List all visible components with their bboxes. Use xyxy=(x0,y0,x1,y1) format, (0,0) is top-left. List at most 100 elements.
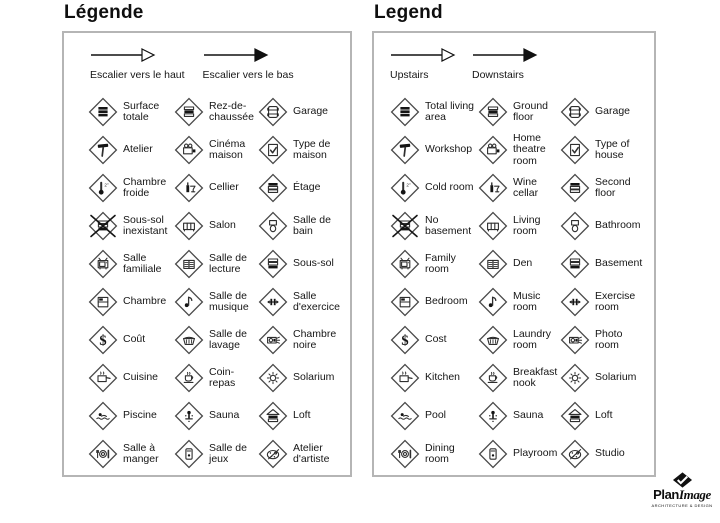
legend-item: Dining room xyxy=(390,439,478,469)
music-room-icon xyxy=(478,287,508,317)
legend-item: Breakfast nook xyxy=(478,363,560,393)
legend-item: Studio xyxy=(560,439,654,469)
logo-word-plan: Plan xyxy=(653,487,679,502)
legend-item-label: Chambre froide xyxy=(123,175,167,199)
no-basement-icon xyxy=(88,211,118,241)
legend-item: Salle familiale xyxy=(88,249,174,279)
stairs-up-arrow-icon xyxy=(390,48,456,67)
living-room-icon xyxy=(174,211,204,241)
logo-tagline: ARCHITECTURE & DESIGN xyxy=(651,503,713,508)
legend-item: Garage xyxy=(560,97,654,127)
legend-item-label: Chambre xyxy=(123,295,167,308)
legend-item: Salle de musique xyxy=(174,287,258,317)
legend-item-label: Home theatre room xyxy=(513,131,546,167)
legend-item: Salle de lecture xyxy=(174,249,258,279)
den-icon xyxy=(174,249,204,279)
legend-item: Salle de jeux xyxy=(174,439,258,469)
legend-item-label: Solarium xyxy=(595,371,637,384)
stairs-up-legend: Escalier vers le haut xyxy=(90,48,185,81)
legend-item-label: Cellier xyxy=(209,181,239,194)
legend-item-label: Playroom xyxy=(513,447,558,460)
legend-item-label: Sauna xyxy=(209,409,240,422)
legend-item: Laundry room xyxy=(478,325,560,355)
legend-item-label: Bedroom xyxy=(425,295,468,308)
den-icon xyxy=(478,249,508,279)
photo-room-icon xyxy=(560,325,590,355)
legend-item-label: Den xyxy=(513,257,533,270)
workshop-icon xyxy=(390,135,420,165)
workshop-icon xyxy=(88,135,118,165)
legend-item: Salle de lavage xyxy=(174,325,258,355)
legend-item-label: Laundry room xyxy=(513,327,551,351)
legend-item: Playroom xyxy=(478,439,560,469)
loft-icon xyxy=(258,401,288,431)
svg-text:$: $ xyxy=(401,333,408,349)
svg-text:2°: 2° xyxy=(406,183,411,188)
stairs-arrows-row: Escalier vers le haut Escalier vers le ba… xyxy=(64,33,350,81)
solarium-icon xyxy=(560,363,590,393)
legend-item-label: Salle de jeux xyxy=(209,441,247,465)
legend-item-label: Atelier d'artiste xyxy=(293,441,330,465)
legend-item: No basement xyxy=(390,211,478,241)
legend-item: $ Cost xyxy=(390,325,478,355)
legend-item: $ Coût xyxy=(88,325,174,355)
planimage-logo-text: PlanImage xyxy=(645,486,719,504)
logo-word-image: Image xyxy=(678,487,711,502)
legend-item-label: Studio xyxy=(595,447,625,460)
stairs-down-legend: Escalier vers le bas xyxy=(203,48,294,81)
legend-item-label: Type of house xyxy=(595,137,630,161)
legend-item-label: Salle familiale xyxy=(123,251,162,275)
legend-item: Piscine xyxy=(88,401,174,431)
legend-item: Wine cellar xyxy=(478,173,560,203)
bathroom-icon xyxy=(560,211,590,241)
family-room-icon xyxy=(88,249,118,279)
house-check-icon xyxy=(258,135,288,165)
legend-item: Loft xyxy=(258,401,350,431)
legend-item: Salle à manger xyxy=(88,439,174,469)
legend-item: Type de maison xyxy=(258,135,350,165)
legend-item: Salon xyxy=(174,211,258,241)
legend-item: Surface totale xyxy=(88,97,174,127)
no-basement-icon xyxy=(390,211,420,241)
sauna-icon xyxy=(478,401,508,431)
stairs-arrows-row: Upstairs Downstairs xyxy=(374,33,654,81)
legend-item-label: Second floor xyxy=(595,175,631,199)
legend-item-label: Salle de bain xyxy=(293,213,331,237)
legend-item: Den xyxy=(478,249,560,279)
studio-icon xyxy=(560,439,590,469)
legend-item-label: Rez-de-chaussée xyxy=(209,99,254,123)
legend-item-label: Loft xyxy=(293,409,311,422)
total-area-icon xyxy=(88,97,118,127)
music-room-icon xyxy=(174,287,204,317)
legend-item-label: Kitchen xyxy=(425,371,461,384)
arrow-label: Escalier vers le haut xyxy=(90,69,185,81)
kitchen-icon xyxy=(88,363,118,393)
legend-item: Sauna xyxy=(174,401,258,431)
legend-item-label: Surface totale xyxy=(123,99,160,123)
legend-item-label: Salle de lavage xyxy=(209,327,247,351)
legend-item-label: Salle d'exercice xyxy=(293,289,340,313)
panel-border-english: Upstairs Downstairs Total living area Grou… xyxy=(372,31,656,477)
legend-item: Rez-de-chaussée xyxy=(174,97,258,127)
legend-item: 2° Chambre froide xyxy=(88,173,174,203)
legend-item: Garage xyxy=(258,97,350,127)
legend-item: Cinéma maison xyxy=(174,135,258,165)
arrow-label: Escalier vers le bas xyxy=(202,69,294,81)
legend-item-label: Music room xyxy=(513,289,541,313)
legend-item: Exercise room xyxy=(560,287,654,317)
basement-icon xyxy=(258,249,288,279)
stairs-down-arrow-icon xyxy=(472,48,538,67)
loft-icon xyxy=(560,401,590,431)
legend-item: Pool xyxy=(390,401,478,431)
panel-border-french: Escalier vers le haut Escalier vers le ba… xyxy=(62,31,352,477)
legend-item: Sous-sol inexistant xyxy=(88,211,174,241)
legend-item-label: Exercise room xyxy=(595,289,636,313)
legend-item: Coin-repas xyxy=(174,363,258,393)
legend-item: Étage xyxy=(258,173,350,203)
arrow-label: Upstairs xyxy=(390,69,429,81)
legend-item-label: Atelier xyxy=(123,143,153,156)
cold-room-icon: 2° xyxy=(88,173,118,203)
dining-room-icon xyxy=(88,439,118,469)
legend-item-label: Ground floor xyxy=(513,99,549,123)
